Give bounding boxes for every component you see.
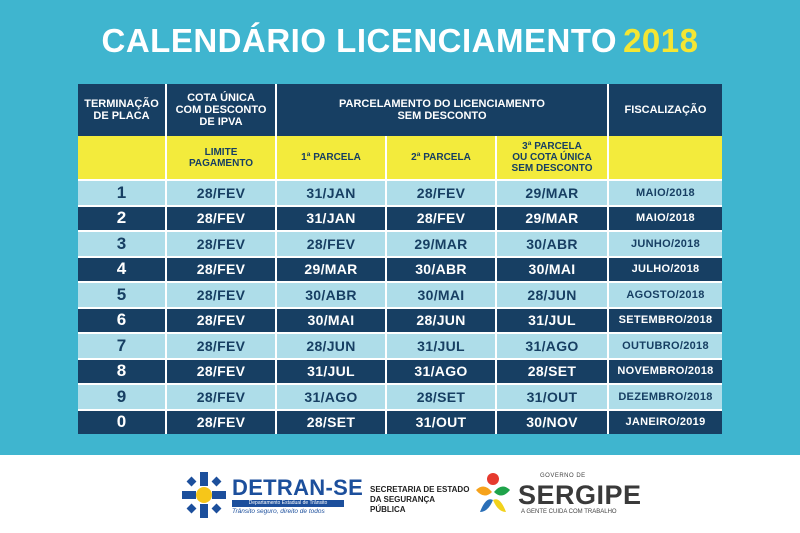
header-fiscalizacao: FISCALIZAÇÃO — [609, 84, 722, 136]
parcela-2-date: 31/AGO — [387, 359, 495, 383]
cota-unica-date: 28/FEV — [167, 257, 275, 281]
governo-de-label: GOVERNO DE — [540, 473, 586, 479]
plate-digit: 8 — [78, 359, 165, 383]
parcela-1-date: 28/SET — [277, 410, 385, 434]
parcela-3-date: 31/JUL — [497, 308, 607, 332]
parcela-2-date: 31/JUL — [387, 334, 495, 358]
sergipe-logo-text: SERGIPE — [518, 480, 642, 510]
subheader-parcela-2: 2ª PARCELA — [387, 136, 495, 179]
subheader-p3-line2: OU COTA ÚNICA — [512, 152, 592, 163]
subheader-empty-fisc — [609, 136, 722, 179]
header-parcelamento-line2: SEM DESCONTO — [397, 110, 487, 122]
cota-unica-date: 28/FEV — [167, 181, 275, 205]
plate-digit: 5 — [78, 283, 165, 307]
parcela-2-date: 31/OUT — [387, 410, 495, 434]
fiscalizacao-month: JANEIRO/2019 — [609, 410, 722, 434]
parcela-3-date: 31/AGO — [497, 334, 607, 358]
parcela-2-date: 29/MAR — [387, 232, 495, 256]
header-cota-line3: DE IPVA — [199, 116, 243, 128]
header-parcelamento: PARCELAMENTO DO LICENCIAMENTO SEM DESCONT… — [277, 84, 607, 136]
fiscalizacao-month: JULHO/2018 — [609, 257, 722, 281]
fiscalizacao-month: SETEMBRO/2018 — [609, 308, 722, 332]
fiscalizacao-month: MAIO/2018 — [609, 206, 722, 230]
subheader-p3-line3: SEM DESCONTO — [511, 163, 593, 174]
parcela-3-date: 30/ABR — [497, 232, 607, 256]
fiscalizacao-month: OUTUBRO/2018 — [609, 334, 722, 358]
parcela-3-date: 31/OUT — [497, 385, 607, 409]
plate-digit: 0 — [78, 410, 165, 434]
plate-digit: 6 — [78, 308, 165, 332]
parcela-3-date: 29/MAR — [497, 206, 607, 230]
detran-logo-text: DETRAN-SE — [232, 475, 364, 500]
fiscalizacao-month: JUNHO/2018 — [609, 232, 722, 256]
parcela-3-date: 30/MAI — [497, 257, 607, 281]
cota-unica-date: 28/FEV — [167, 385, 275, 409]
subheader-limite-line2: PAGAMENTO — [188, 157, 254, 169]
parcela-2-date: 28/SET — [387, 385, 495, 409]
footer — [0, 455, 800, 533]
subheader-limite-pagamento: LIMITE PAGAMENTO — [167, 136, 275, 179]
title-year: 2018 — [623, 22, 699, 59]
plate-digit: 3 — [78, 232, 165, 256]
parcela-1-date: 31/JAN — [277, 181, 385, 205]
fiscalizacao-month: DEZEMBRO/2018 — [609, 385, 722, 409]
cota-unica-date: 28/FEV — [167, 308, 275, 332]
parcela-1-date: 29/MAR — [277, 257, 385, 281]
fiscalizacao-month: NOVEMBRO/2018 — [609, 359, 722, 383]
header-parcelamento-line1: PARCELAMENTO DO LICENCIAMENTO — [339, 98, 545, 110]
parcela-1-date: 30/ABR — [277, 283, 385, 307]
parcela-1-date: 28/JUN — [277, 334, 385, 358]
header-terminacao-line1: TERMINAÇÃO — [84, 98, 159, 110]
parcela-1-date: 30/MAI — [277, 308, 385, 332]
parcela-2-date: 28/FEV — [387, 181, 495, 205]
secretaria-line1: SECRETARIA DE ESTADO — [370, 485, 470, 494]
parcela-3-date: 29/MAR — [497, 181, 607, 205]
parcela-2-date: 28/JUN — [387, 308, 495, 332]
detran-subtitle: Departamento Estadual de Trânsito — [232, 500, 344, 507]
cota-unica-date: 28/FEV — [167, 410, 275, 434]
plate-digit: 1 — [78, 181, 165, 205]
cota-unica-date: 28/FEV — [167, 359, 275, 383]
sergipe-slogan: A GENTE CUIDA COM TRABALHO — [521, 509, 617, 515]
subheader-parcela-3: 3ª PARCELA OU COTA ÚNICA SEM DESCONTO — [497, 136, 607, 179]
title-main: CALENDÁRIO LICENCIAMENTO — [101, 22, 618, 59]
detran-slogan: Trânsito seguro, direito de todos — [232, 508, 325, 515]
parcela-1-date: 31/JAN — [277, 206, 385, 230]
header-cota-line2: COM DESCONTO — [175, 104, 267, 116]
fiscalizacao-month: AGOSTO/2018 — [609, 283, 722, 307]
plate-digit: 7 — [78, 334, 165, 358]
subheader-limite-line1: LIMITE — [204, 146, 238, 158]
parcela-2-date: 28/FEV — [387, 206, 495, 230]
page-title: CALENDÁRIO LICENCIAMENTO 2018 — [0, 22, 800, 60]
header-cota-unica: COTA ÚNICA COM DESCONTO DE IPVA — [167, 84, 275, 136]
header-terminacao: TERMINAÇÃO DE PLACA — [78, 84, 165, 136]
parcela-3-date: 30/NOV — [497, 410, 607, 434]
parcela-2-date: 30/MAI — [387, 283, 495, 307]
plate-digit: 9 — [78, 385, 165, 409]
fiscalizacao-month: MAIO/2018 — [609, 181, 722, 205]
header-cota-line1: COTA ÚNICA — [187, 92, 255, 104]
cota-unica-date: 28/FEV — [167, 206, 275, 230]
secretaria-seguranca: SECRETARIA DE ESTADO DA SEGURANÇA PÚBLIC… — [370, 485, 470, 515]
detran-logo-icon — [182, 472, 226, 518]
licensing-calendar-table: TERMINAÇÃO DE PLACA COTA ÚNICA COM DESCONT… — [78, 84, 722, 434]
header-terminacao-line2: DE PLACA — [93, 110, 150, 122]
subheader-empty — [78, 136, 165, 179]
sergipe-logo-icon — [476, 473, 510, 512]
cota-unica-date: 28/FEV — [167, 232, 275, 256]
parcela-1-date: 31/JUL — [277, 359, 385, 383]
parcela-1-date: 28/FEV — [277, 232, 385, 256]
parcela-3-date: 28/SET — [497, 359, 607, 383]
secretaria-line2: DA SEGURANÇA PÚBLICA — [370, 495, 435, 514]
cota-unica-date: 28/FEV — [167, 283, 275, 307]
subheader-p3-line1: 3ª PARCELA — [522, 141, 582, 152]
cota-unica-date: 28/FEV — [167, 334, 275, 358]
plate-digit: 4 — [78, 257, 165, 281]
parcela-1-date: 31/AGO — [277, 385, 385, 409]
plate-digit: 2 — [78, 206, 165, 230]
parcela-3-date: 28/JUN — [497, 283, 607, 307]
subheader-parcela-1: 1ª PARCELA — [277, 136, 385, 179]
parcela-2-date: 30/ABR — [387, 257, 495, 281]
